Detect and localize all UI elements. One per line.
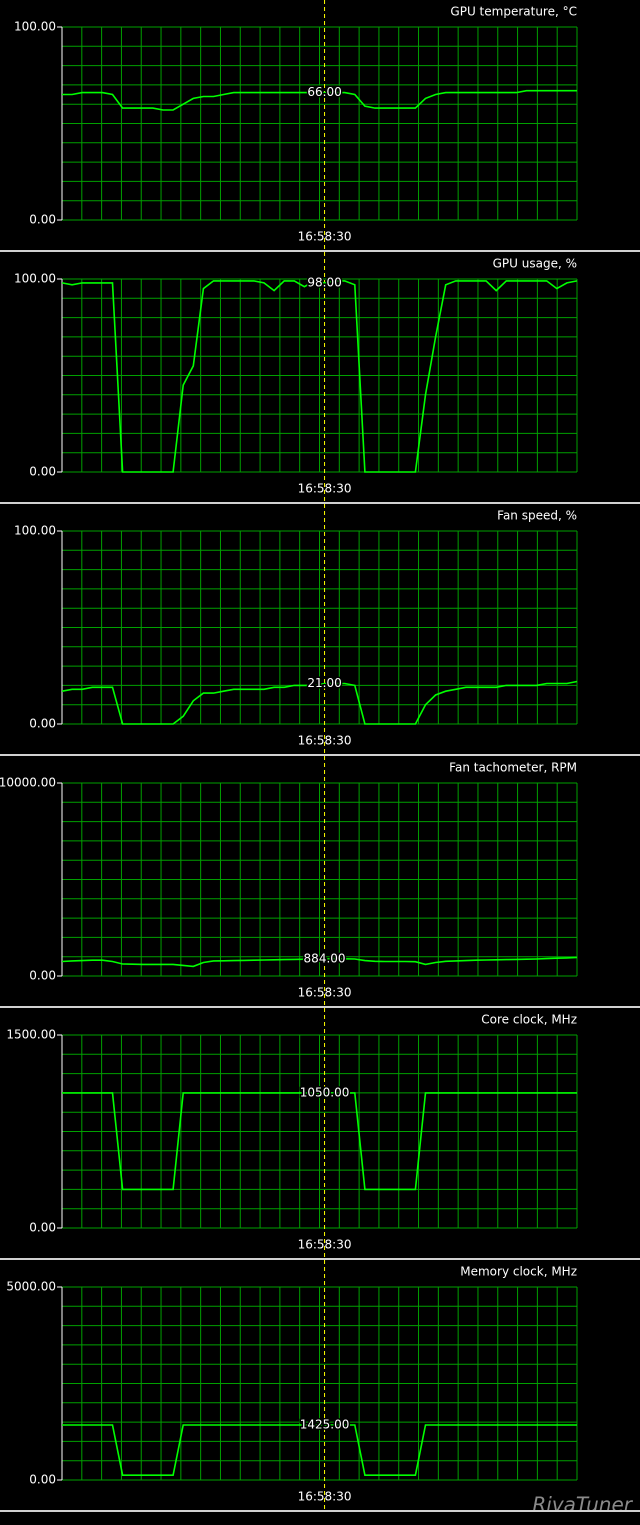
x-tick-label: 16:58:30 (298, 482, 352, 496)
y-tick-label: 5000.00 (6, 1280, 56, 1294)
data-line (61, 680, 578, 725)
y-tick-label: 0.00 (29, 213, 56, 227)
value-label: 21.00 (307, 676, 341, 690)
y-tick-label: 0.00 (29, 969, 56, 983)
chart-title: GPU temperature, °C (450, 5, 577, 19)
data-line (62, 1424, 577, 1476)
y-tick-label: 0.00 (29, 465, 56, 479)
value-label: 66.00 (307, 85, 341, 99)
x-tick-label: 16:58:30 (298, 986, 352, 1000)
y-tick-label: 0.00 (29, 1221, 56, 1235)
chart-title: Fan tachometer, RPM (449, 761, 577, 775)
value-label: 1425.00 (300, 1417, 350, 1431)
data-line (61, 956, 578, 968)
data-line (61, 280, 578, 473)
chart-title: GPU usage, % (493, 257, 577, 271)
value-label: 1050.00 (300, 1085, 350, 1099)
data-line (62, 89, 577, 111)
y-tick-label: 100.00 (14, 524, 56, 538)
x-tick-label: 16:58:30 (298, 1490, 352, 1504)
x-tick-label: 16:58:30 (298, 734, 352, 748)
y-tick-label: 10000.00 (0, 776, 56, 790)
data-line (62, 1092, 577, 1191)
y-tick-label: 0.00 (29, 1473, 56, 1487)
y-tick-label: 0.00 (29, 717, 56, 731)
y-tick-label: 100.00 (14, 20, 56, 34)
y-tick-label: 100.00 (14, 272, 56, 286)
chart-title: Fan speed, % (497, 509, 577, 523)
value-label: 98.00 (307, 275, 341, 289)
x-tick-label: 16:58:30 (298, 1238, 352, 1252)
value-label: 884.00 (304, 951, 346, 965)
y-tick-label: 1500.00 (6, 1028, 56, 1042)
watermark: RivaTuner (532, 1493, 633, 1517)
chart-title: Core clock, MHz (481, 1013, 577, 1027)
x-tick-label: 16:58:30 (298, 230, 352, 244)
chart-title: Memory clock, MHz (460, 1265, 577, 1279)
